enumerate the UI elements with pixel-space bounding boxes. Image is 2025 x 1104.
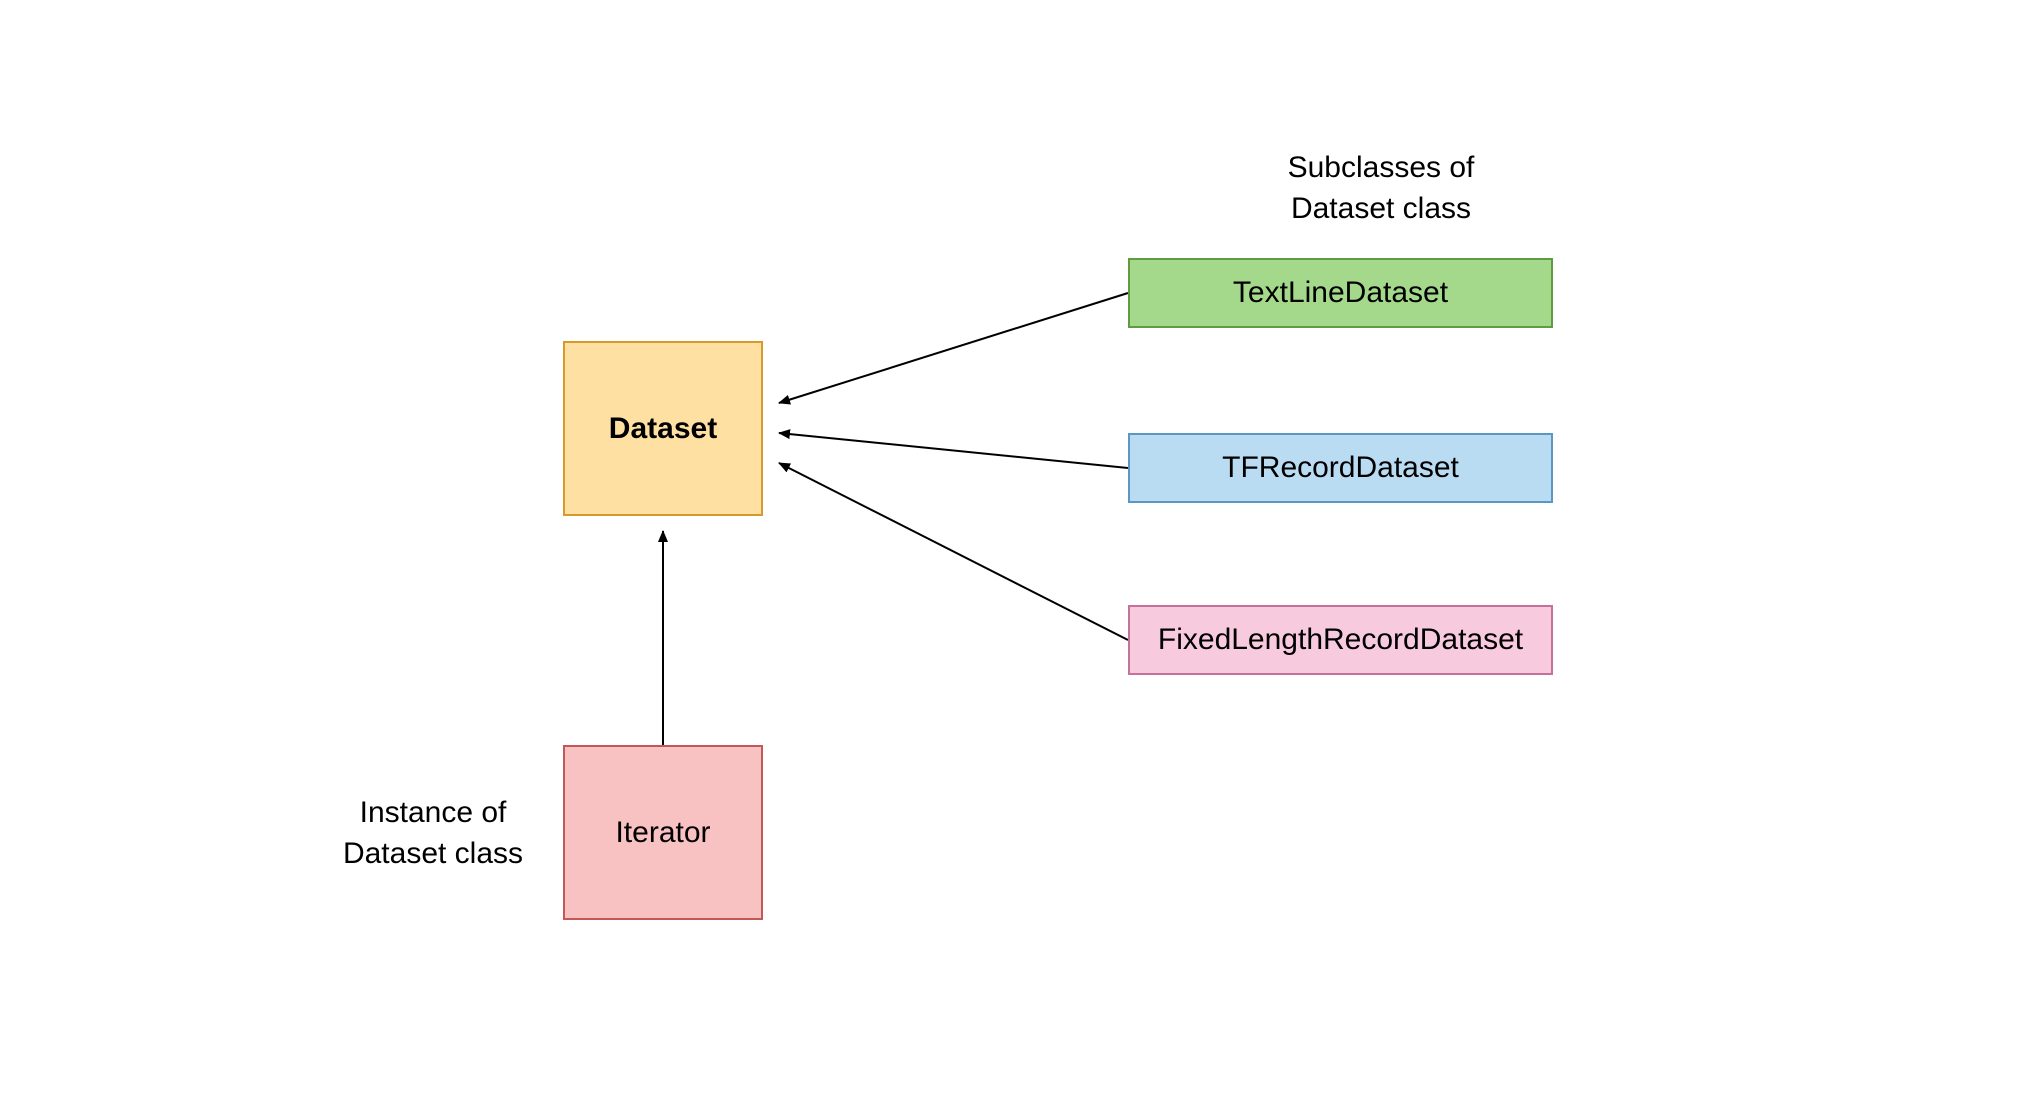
tfrecord-dataset-node: TFRecordDataset [1128,433,1553,503]
textline-dataset-node: TextLineDataset [1128,258,1553,328]
subclasses-label: Subclasses of Dataset class [1241,148,1521,229]
tfrecord-label: TFRecordDataset [1222,451,1459,485]
fixedlength-dataset-node: FixedLengthRecordDataset [1128,605,1553,675]
instance-line-2: Dataset class [343,837,523,870]
fixedlength-label: FixedLengthRecordDataset [1158,623,1523,657]
dataset-node: Dataset [563,341,763,516]
subclasses-line-1: Subclasses of [1288,151,1475,184]
subclasses-line-2: Dataset class [1291,192,1471,225]
instance-line-1: Instance of [360,796,507,829]
textline-label: TextLineDataset [1233,276,1448,310]
instance-label: Instance of Dataset class [313,793,553,874]
iterator-node: Iterator [563,745,763,920]
iterator-label: Iterator [615,816,710,850]
dataset-label: Dataset [609,412,717,446]
class-diagram: Dataset Iterator TextLineDataset TFRecor… [263,143,1763,961]
